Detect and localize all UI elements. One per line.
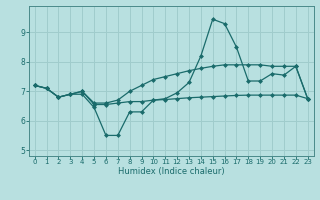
X-axis label: Humidex (Indice chaleur): Humidex (Indice chaleur)	[118, 167, 225, 176]
